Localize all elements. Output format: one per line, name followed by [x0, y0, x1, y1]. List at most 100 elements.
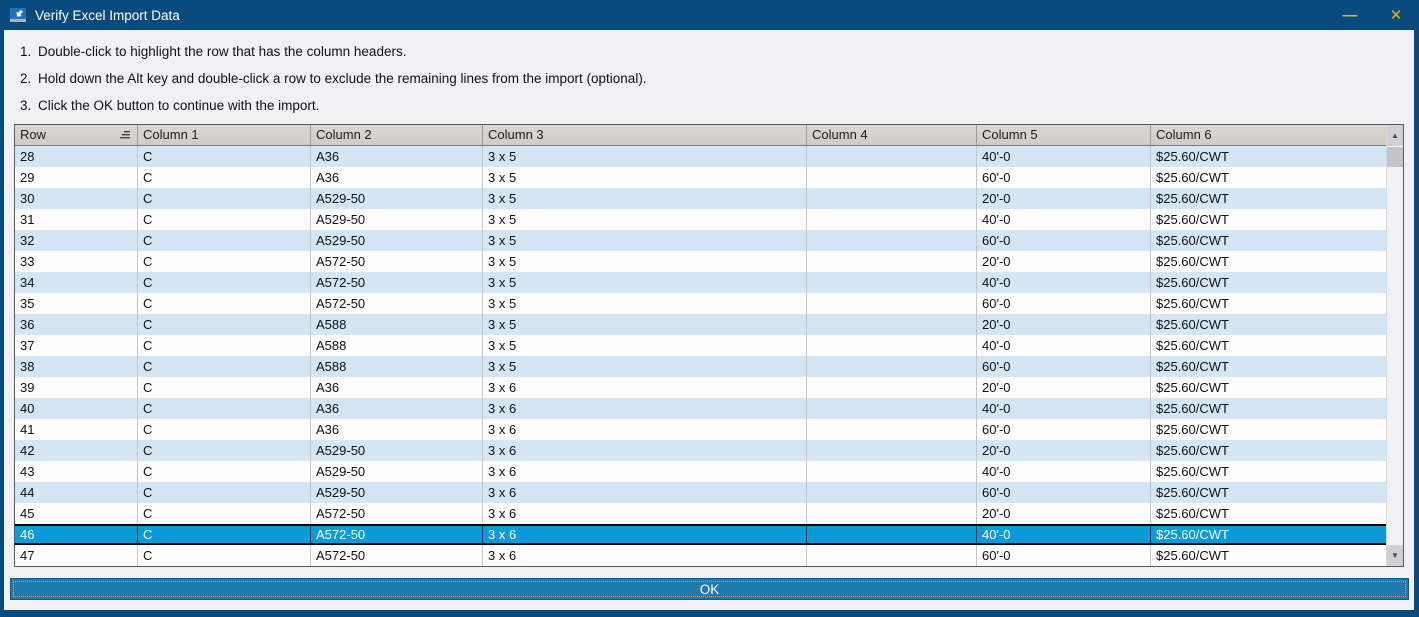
table-cell: 3 x 5: [483, 314, 807, 335]
table-cell: 47: [15, 545, 138, 566]
column-header-5[interactable]: Column 5: [977, 125, 1151, 145]
table-cell: 3 x 5: [483, 356, 807, 377]
table-cell: 40'-0: [977, 524, 1151, 545]
column-header-label: Column 4: [812, 127, 868, 142]
table-cell: [807, 419, 977, 440]
table-row[interactable]: 36 C A588 3 x 5 20'-0 $25.60/CWT: [15, 314, 1386, 335]
table-cell: 20'-0: [977, 377, 1151, 398]
table-cell: C: [138, 272, 311, 293]
table-cell: [807, 440, 977, 461]
table-row[interactable]: 45 C A572-50 3 x 6 20'-0 $25.60/CWT: [15, 503, 1386, 524]
table-row[interactable]: 39 C A36 3 x 6 20'-0 $25.60/CWT: [15, 377, 1386, 398]
table-cell: [807, 146, 977, 167]
minimize-button[interactable]: —: [1327, 0, 1373, 30]
table-row[interactable]: 44 C A529-50 3 x 6 60'-0 $25.60/CWT: [15, 482, 1386, 503]
table-cell: 46: [15, 524, 138, 545]
table-cell: C: [138, 545, 311, 566]
table-cell: A572-50: [311, 545, 483, 566]
table-cell: 3 x 6: [483, 398, 807, 419]
table-cell: 3 x 6: [483, 440, 807, 461]
table-cell: 36: [15, 314, 138, 335]
column-header-6[interactable]: Column 6: [1151, 125, 1386, 145]
table-cell: [807, 356, 977, 377]
ok-button[interactable]: OK: [10, 578, 1409, 600]
table-cell: 40: [15, 398, 138, 419]
table-cell: C: [138, 188, 311, 209]
instructions-list: 1. Double-click to highlight the row that…: [20, 45, 647, 126]
table-row[interactable]: 28 C A36 3 x 5 40'-0 $25.60/CWT: [15, 146, 1386, 167]
scrollbar-thumb[interactable]: [1387, 147, 1403, 167]
table-cell: 3 x 6: [483, 524, 807, 545]
table-cell: 29: [15, 167, 138, 188]
scroll-up-button[interactable]: ▲: [1387, 125, 1403, 146]
table-cell: 3 x 5: [483, 293, 807, 314]
table-cell: [807, 188, 977, 209]
table-cell: [807, 230, 977, 251]
column-header-4[interactable]: Column 4: [807, 125, 977, 145]
table-cell: 3 x 5: [483, 167, 807, 188]
column-header-row[interactable]: Row: [15, 125, 138, 145]
table-cell: [807, 335, 977, 356]
grid-header-row: Row Column 1 Column 2 Column 3 Column 4 …: [15, 125, 1386, 146]
column-header-2[interactable]: Column 2: [311, 125, 483, 145]
table-cell: 42: [15, 440, 138, 461]
grid-body: 28 C A36 3 x 5 40'-0 $25.60/CWT 29 C A36 3 x 5 60'…: [15, 146, 1403, 566]
table-row[interactable]: 43 C A529-50 3 x 6 40'-0 $25.60/CWT: [15, 461, 1386, 482]
table-cell: $25.60/CWT: [1156, 317, 1229, 332]
table-row[interactable]: 41 C A36 3 x 6 60'-0 $25.60/CWT: [15, 419, 1386, 440]
table-row[interactable]: 31 C A529-50 3 x 5 40'-0 $25.60/CWT: [15, 209, 1386, 230]
table-cell: 3 x 5: [483, 251, 807, 272]
ok-button-label: OK: [699, 581, 720, 597]
table-row[interactable]: 35 C A572-50 3 x 5 60'-0 $25.60/CWT: [15, 293, 1386, 314]
column-header-1[interactable]: Column 1: [138, 125, 311, 145]
close-button[interactable]: ✕: [1373, 0, 1419, 30]
table-cell: C: [138, 461, 311, 482]
table-cell: $25.60/CWT: [1156, 191, 1229, 206]
table-cell: $25.60/CWT: [1156, 296, 1229, 311]
table-row[interactable]: 34 C A572-50 3 x 5 40'-0 $25.60/CWT: [15, 272, 1386, 293]
table-row[interactable]: 33 C A572-50 3 x 5 20'-0 $25.60/CWT: [15, 251, 1386, 272]
table-cell: 3 x 5: [483, 209, 807, 230]
table-cell: 3 x 5: [483, 335, 807, 356]
table-row[interactable]: 37 C A588 3 x 5 40'-0 $25.60/CWT: [15, 335, 1386, 356]
table-row[interactable]: 42 C A529-50 3 x 6 20'-0 $25.60/CWT: [15, 440, 1386, 461]
table-cell: A588: [311, 356, 483, 377]
table-cell: [807, 251, 977, 272]
instruction-number: 2.: [20, 71, 32, 86]
table-row[interactable]: 40 C A36 3 x 6 40'-0 $25.60/CWT: [15, 398, 1386, 419]
column-header-label: Column 5: [982, 127, 1038, 142]
column-header-3[interactable]: Column 3: [483, 125, 807, 145]
table-cell: [807, 398, 977, 419]
table-row[interactable]: 47 C A572-50 3 x 6 60'-0 $25.60/CWT: [15, 545, 1386, 566]
table-row[interactable]: 38 C A588 3 x 5 60'-0 $25.60/CWT: [15, 356, 1386, 377]
table-cell: [807, 482, 977, 503]
table-cell: 60'-0: [977, 482, 1151, 503]
table-row[interactable]: 30 C A529-50 3 x 5 20'-0 $25.60/CWT: [15, 188, 1386, 209]
column-header-label: Column 3: [488, 127, 544, 142]
table-cell: $25.60/CWT: [1156, 212, 1229, 227]
table-cell: 60'-0: [977, 545, 1151, 566]
table-cell: 30: [15, 188, 138, 209]
scroll-down-button[interactable]: ▼: [1387, 545, 1403, 566]
table-cell: C: [138, 440, 311, 461]
table-cell: $25.60/CWT: [1156, 359, 1229, 374]
table-cell: C: [138, 209, 311, 230]
table-cell: $25.60/CWT: [1156, 464, 1229, 479]
table-cell: C: [138, 377, 311, 398]
table-cell: 60'-0: [977, 419, 1151, 440]
vertical-scrollbar[interactable]: ▲ ▼: [1386, 125, 1403, 566]
table-cell: $25.60/CWT: [1156, 422, 1229, 437]
table-row-selected[interactable]: 46 C A572-50 3 x 6 40'-0 $25.60/CWT: [15, 524, 1386, 545]
table-cell: 20'-0: [977, 251, 1151, 272]
table-cell: 39: [15, 377, 138, 398]
table-cell: 60'-0: [977, 293, 1151, 314]
table-row[interactable]: 29 C A36 3 x 5 60'-0 $25.60/CWT: [15, 167, 1386, 188]
table-cell: 3 x 6: [483, 482, 807, 503]
table-row[interactable]: 32 C A529-50 3 x 5 60'-0 $25.60/CWT: [15, 230, 1386, 251]
table-cell: 40'-0: [977, 398, 1151, 419]
table-cell: [807, 524, 977, 545]
table-cell: C: [138, 167, 311, 188]
table-cell: 33: [15, 251, 138, 272]
titlebar: Verify Excel Import Data — ✕: [0, 0, 1419, 30]
table-cell: A572-50: [311, 272, 483, 293]
